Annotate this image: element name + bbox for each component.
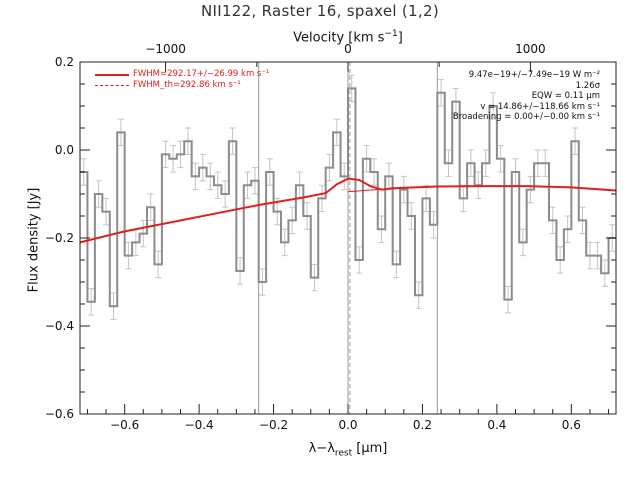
- legend-entry-fwhm: FWHM=292.17+/−26.99 km s⁻¹: [95, 69, 269, 80]
- legend: FWHM=292.17+/−26.99 km s⁻¹ FWHM_th=292.8…: [95, 69, 269, 91]
- top-tick-label: 1000: [515, 42, 546, 56]
- y-axis-ticks: −0.6 −0.4 −0.2 0.0 0.2: [45, 55, 616, 421]
- x-tick-label: 0.6: [562, 418, 581, 432]
- stat-line-velocity: v = 14.86+/−118.66 km s⁻¹: [480, 101, 600, 112]
- x-axis-label: λ−λrest [μm]: [308, 441, 388, 459]
- x-tick-label: −0.2: [259, 418, 288, 432]
- y-axis-label: Flux density [Jy]: [26, 187, 42, 293]
- x-tick-label: −0.6: [110, 418, 139, 432]
- y-tick-label: 0.2: [55, 55, 74, 69]
- legend-swatch-solid: [95, 73, 129, 76]
- y-tick-label: 0.0: [55, 143, 74, 157]
- stat-line-flux: 9.47e−19+/−7.49e−19 W m⁻²: [468, 70, 600, 80]
- legend-entry-fwhm-th: FWHM_th=292.86 km s⁻¹: [95, 80, 269, 91]
- stat-line-broadening: Broadening = 0.00+/−0.00 km s⁻¹: [452, 112, 600, 122]
- data-series: [80, 87, 616, 308]
- x-axis-ticks: −0.6 −0.4 −0.2 0.0 0.2 0.4 0.6: [86, 404, 610, 432]
- fit-statistics: 9.47e−19+/−7.49e−19 W m⁻² 1.26σ EQW = 0.…: [453, 70, 600, 123]
- top-axis-ticks: −1000 0 1000: [145, 42, 546, 72]
- top-axis-label: Velocity [km s−1]: [293, 29, 403, 46]
- y-tick-label: −0.2: [45, 231, 74, 245]
- chart-title: NII122, Raster 16, spaxel (1,2): [201, 2, 439, 20]
- y-tick-label: −0.6: [45, 407, 74, 421]
- top-tick-label: −1000: [145, 42, 186, 56]
- fit-line: [79, 177, 617, 244]
- x-tick-label: 0.0: [338, 418, 357, 432]
- x-tick-label: 0.4: [487, 418, 506, 432]
- y-tick-label: −0.4: [45, 319, 74, 333]
- fit-series: [79, 177, 617, 244]
- stat-line-sigma: 1.26σ: [575, 80, 600, 91]
- stat-line-eqw: EQW = 0.11 μm: [531, 91, 600, 101]
- x-tick-label: −0.4: [185, 418, 214, 432]
- continuum-line: [347, 186, 438, 193]
- top-tick-label: 0: [344, 42, 352, 56]
- legend-swatch-dashed: [95, 85, 129, 86]
- x-tick-label: 0.2: [413, 418, 432, 432]
- data-step-line: [80, 87, 616, 308]
